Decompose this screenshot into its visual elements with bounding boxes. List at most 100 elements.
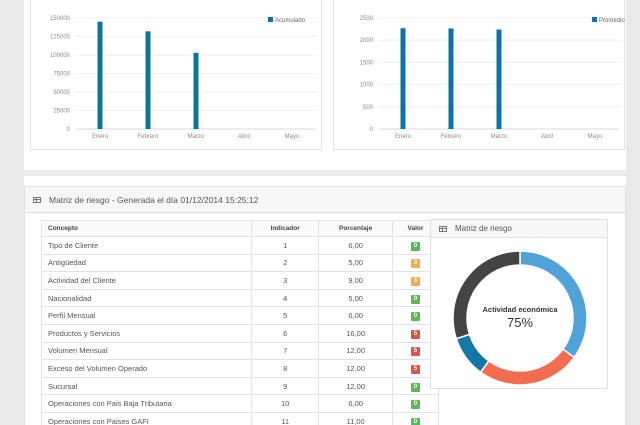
legend-label: Promedio xyxy=(599,18,625,24)
y-tick-label: 1500 xyxy=(360,60,374,66)
cell-concepto: Perfil Mensual xyxy=(41,306,252,325)
valor-badge: 0 xyxy=(410,312,420,322)
promedio-bar-chart: 0 500 1000 1500 2000 2500 Enero Febrero Marzo Abr… xyxy=(360,16,626,140)
y-tick-label: 0 xyxy=(370,127,374,133)
cell-indicador: 5 xyxy=(250,306,320,325)
table-icon xyxy=(439,225,447,232)
section-title: Matriz de riesgo - Generada el día 01/12… xyxy=(49,194,259,205)
cell-porcentaje: 6,00 xyxy=(318,306,393,325)
y-tick-label: 0 xyxy=(67,127,71,133)
bar xyxy=(496,29,502,130)
cell-concepto: Operaciones con Paises GAFI xyxy=(41,411,252,425)
valor-badge: 0 xyxy=(410,294,420,304)
header-concepto: Concepto xyxy=(41,220,252,237)
cell-concepto: Antigüedad xyxy=(41,253,252,273)
bar xyxy=(97,21,103,130)
cell-concepto: Volumen Mensual xyxy=(41,341,252,361)
valor-badge: 0 xyxy=(410,241,420,251)
cell-concepto: Productos y Servicios xyxy=(41,323,252,343)
cell-indicador: 10 xyxy=(250,394,320,413)
bar xyxy=(145,31,151,129)
table-row: Nacionalidad 4 5,00 0 xyxy=(41,288,440,308)
y-tick-label: 100000 xyxy=(50,53,71,59)
table-row: Productos y Servicios 6 16,00 5 xyxy=(41,323,440,343)
x-tick-label: Marzo xyxy=(188,134,205,140)
cell-valor: 0 xyxy=(391,394,440,413)
x-tick-label: Abril xyxy=(541,134,553,140)
donut-slice xyxy=(455,333,490,374)
cell-indicador: 8 xyxy=(250,359,320,378)
y-tick-label: 50000 xyxy=(53,90,70,96)
x-tick-label: Febrero xyxy=(440,134,462,140)
cell-porcentaje: 9,00 xyxy=(318,271,393,290)
valor-badge: 0 xyxy=(410,400,420,410)
table-row: Operaciones con Pais Baja Tributaria 10 6,… xyxy=(41,394,440,413)
bar xyxy=(193,52,199,129)
cell-indicador: 11 xyxy=(250,411,320,425)
x-tick-label: Enero xyxy=(92,134,109,140)
cell-indicador: 7 xyxy=(250,341,320,361)
cell-concepto: Operaciones con Pais Baja Tributaria xyxy=(41,394,252,413)
table-row: Tipo de Cliente 1 6,00 0 xyxy=(41,236,440,255)
cell-porcentaje: 5,00 xyxy=(318,253,393,273)
table-header-row: Concepto Indicador Porcentaje Valor xyxy=(41,220,440,237)
donut-slice xyxy=(479,348,576,386)
table-row: Sucursal 9 12,00 0 xyxy=(41,376,440,396)
cell-concepto: Sucursal xyxy=(41,376,252,396)
acumulado-chart-panel: 0 25000 50000 75000 100000 125000 150000 Enero F… xyxy=(30,0,322,150)
valor-badge: 0 xyxy=(410,382,420,392)
cell-porcentaje: 12,00 xyxy=(318,359,393,378)
x-tick-label: Febrero xyxy=(137,134,159,140)
cell-indicador: 1 xyxy=(250,236,320,255)
cell-indicador: 9 xyxy=(250,376,320,396)
table-row: Antigüedad 2 5,00 3 xyxy=(41,253,440,273)
y-tick-label: 150000 xyxy=(50,16,71,22)
cell-porcentaje: 6,00 xyxy=(318,394,393,413)
valor-badge: 5 xyxy=(410,364,420,374)
y-tick-label: 75000 xyxy=(53,72,70,78)
table-row: Exceso del Volumen Operado 8 12,00 5 xyxy=(41,359,440,378)
section-header: Matriz de riesgo - Generada el día 01/12… xyxy=(25,187,625,213)
cell-indicador: 2 xyxy=(250,253,320,273)
y-tick-label: 125000 xyxy=(50,35,71,41)
valor-badge: 0 xyxy=(410,417,420,425)
cell-concepto: Exceso del Volumen Operado xyxy=(41,359,252,378)
cell-porcentaje: 5,00 xyxy=(318,288,393,308)
cell-porcentaje: 12,00 xyxy=(318,341,393,361)
cell-concepto: Actividad del Cliente xyxy=(41,271,252,290)
cell-porcentaje: 12,00 xyxy=(318,376,393,396)
x-tick-label: Enero xyxy=(395,134,412,140)
legend-swatch xyxy=(592,17,597,22)
valor-badge: 3 xyxy=(410,276,420,286)
table-row: Operaciones con Paises GAFI 11 11,00 0 xyxy=(41,411,440,425)
valor-badge: 3 xyxy=(410,259,420,269)
table-row: Perfil Mensual 5 6,00 0 xyxy=(41,306,440,325)
x-tick-label: Mayo xyxy=(285,134,300,140)
cell-porcentaje: 16,00 xyxy=(318,323,393,343)
acumulado-bar-chart: 0 25000 50000 75000 100000 125000 150000 Enero F… xyxy=(50,16,316,140)
donut-header: Matriz de riesgo xyxy=(431,220,607,238)
cell-concepto: Tipo de Cliente xyxy=(41,236,252,255)
cell-concepto: Nacionalidad xyxy=(41,288,252,308)
cell-porcentaje: 11,00 xyxy=(318,411,393,425)
cell-porcentaje: 6,00 xyxy=(318,236,393,255)
x-tick-label: Abril xyxy=(238,134,250,140)
y-tick-label: 2500 xyxy=(360,16,374,22)
header-porcentaje: Porcentaje xyxy=(318,220,393,237)
legend-label: Acumulado xyxy=(275,18,306,24)
risk-matrix-section: Matriz de riesgo - Generada el día 01/12… xyxy=(24,186,626,425)
donut-center-label: Actividad económica xyxy=(482,305,558,314)
bar xyxy=(448,28,454,130)
header-indicador: Indicador xyxy=(250,220,320,237)
header-valor: Valor xyxy=(391,220,440,237)
donut-title: Matriz de riesgo xyxy=(455,224,512,233)
donut-slice xyxy=(452,250,521,340)
dashboard-page: 0 25000 50000 75000 100000 125000 150000 Enero F… xyxy=(24,0,626,425)
promedio-chart-panel: 0 500 1000 1500 2000 2500 Enero Febrero Marzo Abr… xyxy=(333,0,625,150)
y-tick-label: 500 xyxy=(363,105,374,111)
valor-badge: 5 xyxy=(410,347,420,357)
risk-table: Concepto Indicador Porcentaje Valor Tipo… xyxy=(41,220,440,425)
legend-swatch xyxy=(268,17,273,22)
bar xyxy=(400,28,406,130)
